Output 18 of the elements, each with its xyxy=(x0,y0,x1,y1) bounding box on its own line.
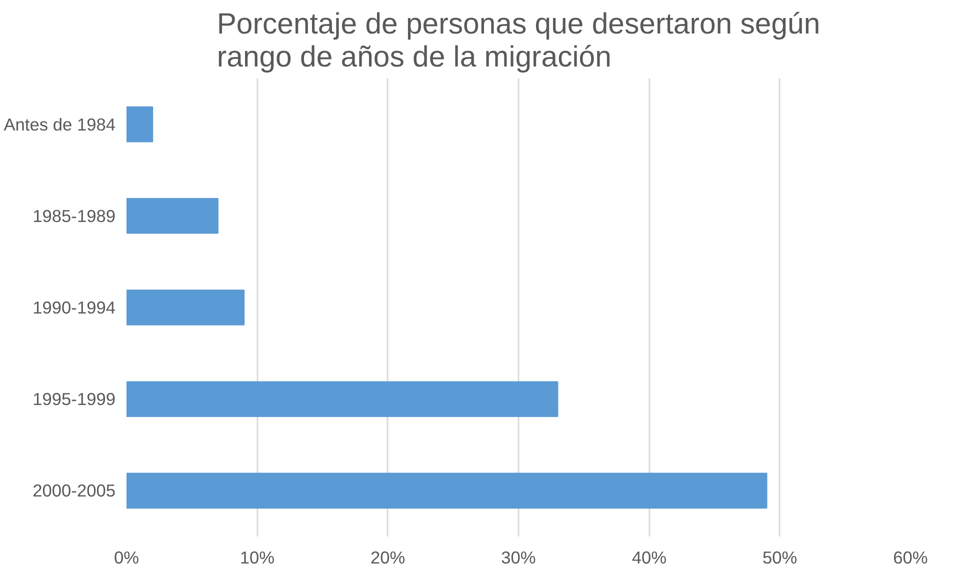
x-tick-label: 20% xyxy=(370,548,406,568)
x-tick-label: 30% xyxy=(501,548,536,568)
x-tick-label: 40% xyxy=(632,548,667,568)
y-tick-label: 1990-1994 xyxy=(32,298,116,318)
bar xyxy=(126,290,245,326)
y-tick-label: 1995-1999 xyxy=(32,389,116,410)
x-tick-label: 0% xyxy=(114,548,140,568)
bar xyxy=(126,381,558,418)
bar xyxy=(126,472,768,509)
x-tick-label: 60% xyxy=(893,548,928,568)
y-tick-label: 1985-1989 xyxy=(32,206,116,226)
y-tick-label: Antes de 1984 xyxy=(4,114,116,134)
x-tick-label: 10% xyxy=(240,548,275,568)
chart-title: Porcentaje de personas que desertaron según rango de años de la migración xyxy=(216,8,820,74)
x-tick-label: 50% xyxy=(762,548,798,568)
y-tick-label: 2000-2005 xyxy=(32,480,116,501)
bar xyxy=(126,198,218,234)
bar xyxy=(126,106,154,142)
